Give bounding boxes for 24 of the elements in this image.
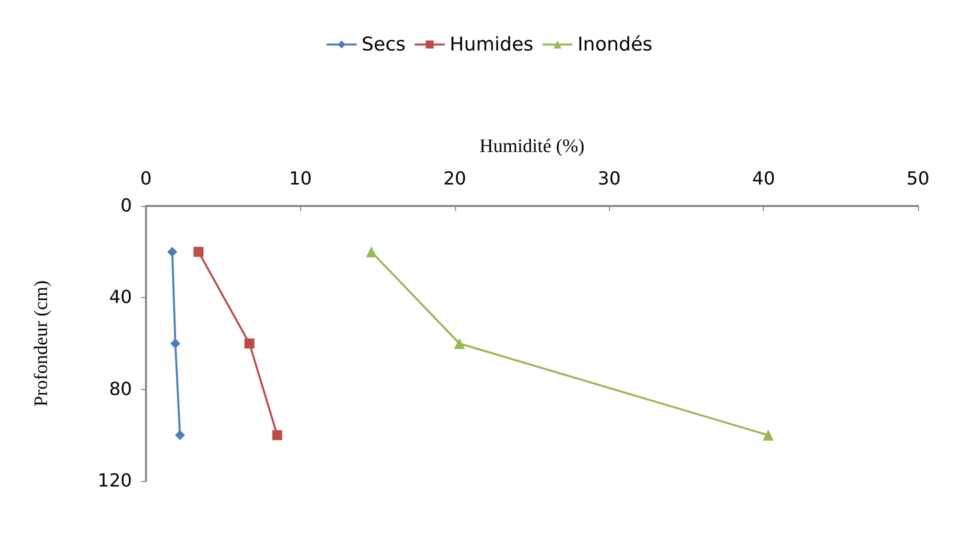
x-tick-label: 10 bbox=[288, 168, 312, 190]
legend-label: Secs bbox=[362, 34, 406, 56]
y-tick-label: 0 bbox=[120, 196, 132, 216]
x-tick-label: 50 bbox=[906, 168, 930, 190]
legend-label: Inondés bbox=[577, 34, 652, 56]
y-tick-label: 80 bbox=[109, 378, 132, 400]
point bbox=[170, 338, 180, 348]
x-axis-title: Humidité (%) bbox=[479, 136, 585, 157]
point bbox=[762, 430, 774, 441]
y-axis-title: Profondeur (cm) bbox=[31, 280, 52, 407]
x-tick-label: 0 bbox=[140, 168, 152, 190]
point bbox=[366, 246, 377, 258]
point bbox=[454, 338, 465, 349]
point bbox=[244, 338, 254, 348]
y-tick-label: 120 bbox=[98, 470, 132, 492]
point bbox=[193, 246, 204, 257]
point bbox=[174, 430, 185, 440]
x-tick-label: 30 bbox=[598, 168, 621, 190]
legend-label: Humides bbox=[450, 34, 534, 56]
point bbox=[167, 246, 178, 257]
x-tick-label: 40 bbox=[752, 168, 776, 190]
y-tick-label: 40 bbox=[109, 287, 132, 308]
x-tick-label: 20 bbox=[443, 168, 466, 190]
point bbox=[272, 430, 282, 440]
